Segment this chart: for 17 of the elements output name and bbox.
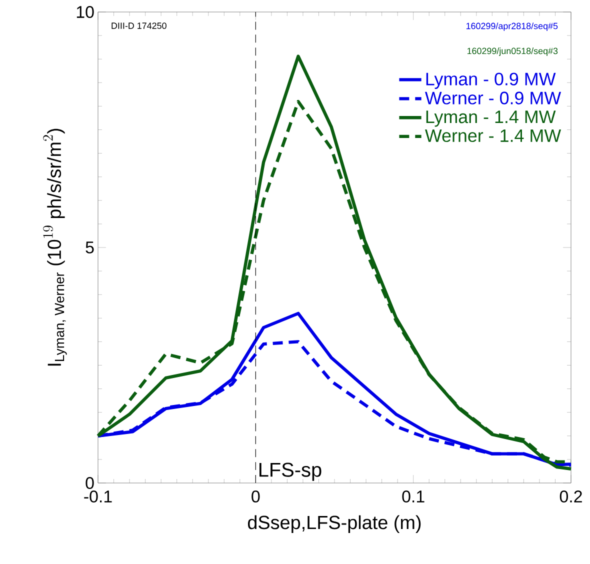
x-tick-label: 0: [252, 490, 260, 502]
x-tick-label: 0.2: [560, 490, 582, 502]
legend-label: Lyman - 0.9 MW: [426, 72, 556, 89]
legend-label: Werner - 1.4 MW: [424, 130, 562, 142]
x-tick-label: 0.1: [402, 490, 424, 502]
y-axis-title: $\text{I}_{\text{Lyman, Werner}}\ \text{(10}^{19}\text{ ph/s/sr/m}^{2}\text{)}$: [43, 128, 67, 366]
y-tick-label: 0: [86, 477, 94, 489]
ref-line-label: LFS-sp: [260, 462, 322, 481]
x-axis-title: dSsep,LFS-plate (m): [248, 515, 421, 533]
y-tick-label: 10: [76, 6, 94, 18]
x-tick-label: -0.1: [84, 490, 112, 502]
legend-label: Lyman - 1.4 MW: [426, 110, 556, 127]
annotation: 160299/apr2818/seq#5: [466, 22, 558, 31]
annotation: 160299/jun0518/seq#3: [467, 48, 558, 56]
y-tick-label: 5: [86, 242, 94, 254]
legend-label: Werner - 0.9 MW: [424, 92, 562, 104]
annotation: DIII-D 174250: [112, 22, 166, 29]
